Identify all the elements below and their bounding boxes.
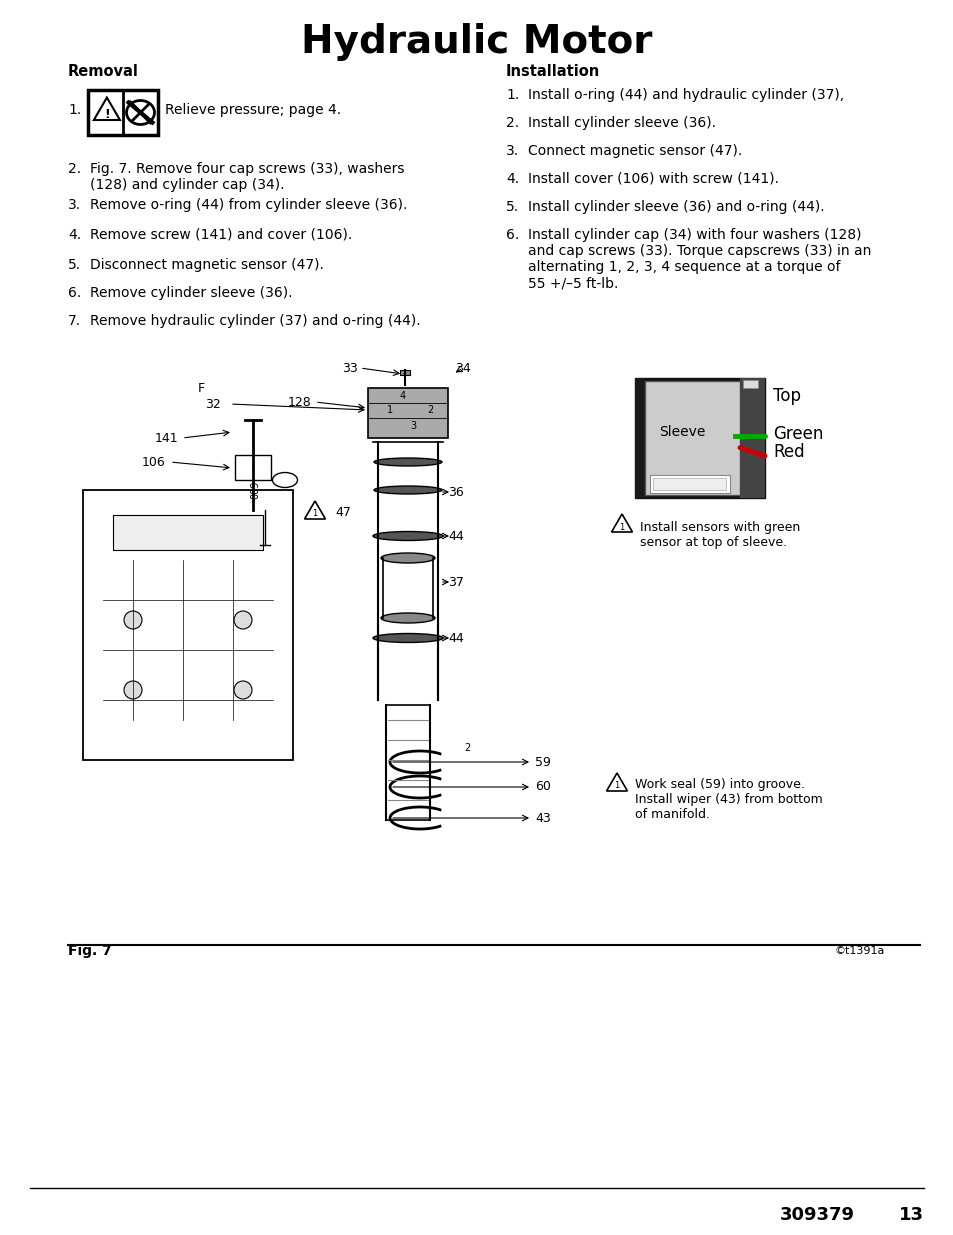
Text: 5.: 5. [68,258,81,272]
Ellipse shape [374,458,441,466]
Ellipse shape [233,680,252,699]
Text: Remove hydraulic cylinder (37) and o-ring (44).: Remove hydraulic cylinder (37) and o-rin… [90,314,420,329]
Text: Hydraulic Motor: Hydraulic Motor [301,23,652,61]
Text: Install o-ring (44) and hydraulic cylinder (37),: Install o-ring (44) and hydraulic cylind… [527,88,843,103]
Ellipse shape [373,531,442,541]
Text: Sleeve: Sleeve [659,425,705,438]
Ellipse shape [374,487,441,494]
Text: Red: Red [772,443,803,462]
Text: 309379: 309379 [780,1207,854,1224]
Text: 13: 13 [898,1207,923,1224]
Text: 1.: 1. [505,88,518,103]
Text: Removal: Removal [68,64,139,79]
Text: 7.: 7. [68,314,81,329]
Text: 2.: 2. [505,116,518,130]
Bar [88,90,158,135]
Text: 3: 3 [410,421,416,431]
Text: 3.: 3. [68,198,81,212]
Text: Installation: Installation [505,64,599,79]
Text: 34: 34 [455,362,470,374]
Text: 43: 43 [535,811,550,825]
Text: 4.: 4. [505,172,518,186]
Text: !: ! [104,107,110,121]
Ellipse shape [273,473,297,488]
Text: 36: 36 [448,485,463,499]
Bar [368,388,448,438]
Ellipse shape [380,613,435,622]
Polygon shape [304,501,325,519]
Text: 009: 009 [250,480,260,499]
Text: Remove cylinder sleeve (36).: Remove cylinder sleeve (36). [90,287,293,300]
Text: 2: 2 [463,743,470,753]
Text: Green: Green [772,425,822,442]
Text: Relieve pressure; page 4.: Relieve pressure; page 4. [165,103,341,117]
Text: Install cylinder sleeve (36) and o-ring (44).: Install cylinder sleeve (36) and o-ring … [527,200,823,214]
Text: 59: 59 [535,756,550,768]
Text: 2: 2 [426,405,433,415]
Bar [635,378,644,498]
Bar [644,382,740,495]
Polygon shape [606,773,627,790]
Text: Remove o-ring (44) from cylinder sleeve (36).: Remove o-ring (44) from cylinder sleeve … [90,198,407,212]
Bar [652,478,725,490]
Text: 1.: 1. [68,103,81,117]
Ellipse shape [380,553,435,563]
Polygon shape [93,98,120,120]
Text: 60: 60 [535,781,550,794]
Bar [740,378,764,498]
Text: ©t1391a: ©t1391a [834,946,884,956]
Bar [649,475,729,493]
Text: 1: 1 [618,522,624,531]
Text: 37: 37 [448,576,463,589]
Text: 4.: 4. [68,228,81,242]
Text: 44: 44 [448,631,463,645]
Text: Install cylinder sleeve (36).: Install cylinder sleeve (36). [527,116,716,130]
Text: Install cover (106) with screw (141).: Install cover (106) with screw (141). [527,172,779,186]
Text: 47: 47 [335,506,351,520]
Bar [742,380,758,388]
Polygon shape [611,514,632,532]
Bar [83,490,293,760]
Bar [112,515,263,550]
Text: 4: 4 [399,391,406,401]
Ellipse shape [373,634,442,642]
Bar [635,378,764,498]
Text: Disconnect magnetic sensor (47).: Disconnect magnetic sensor (47). [90,258,323,272]
Text: Install cylinder cap (34) with four washers (128)
and cap screws (33). Torque ca: Install cylinder cap (34) with four wash… [527,228,870,290]
Text: Fig. 7: Fig. 7 [68,944,112,958]
Text: Connect magnetic sensor (47).: Connect magnetic sensor (47). [527,144,741,158]
Text: 128: 128 [288,395,312,409]
Text: 1: 1 [312,510,317,519]
Text: 2.: 2. [68,162,81,177]
Text: Remove screw (141) and cover (106).: Remove screw (141) and cover (106). [90,228,352,242]
Ellipse shape [124,611,142,629]
Ellipse shape [233,611,252,629]
Text: Fig. 7. Remove four cap screws (33), washers
(128) and cylinder cap (34).: Fig. 7. Remove four cap screws (33), was… [90,162,404,193]
Bar [234,454,271,480]
Bar [399,370,410,375]
Text: 141: 141 [154,431,178,445]
Text: F: F [198,382,205,394]
Text: 106: 106 [142,456,166,468]
Text: 32: 32 [205,398,220,410]
Text: 44: 44 [448,530,463,542]
Text: 33: 33 [341,362,357,374]
Text: 3.: 3. [505,144,518,158]
Text: Work seal (59) into groove.
Install wiper (43) from bottom
of manifold.: Work seal (59) into groove. Install wipe… [635,778,821,821]
Ellipse shape [124,680,142,699]
Text: 1: 1 [614,782,619,790]
Text: 5.: 5. [505,200,518,214]
Text: 6.: 6. [68,287,81,300]
Text: Install sensors with green
sensor at top of sleeve.: Install sensors with green sensor at top… [639,521,800,550]
Text: 6.: 6. [505,228,518,242]
Text: 1: 1 [387,405,393,415]
Text: Top: Top [772,387,801,405]
